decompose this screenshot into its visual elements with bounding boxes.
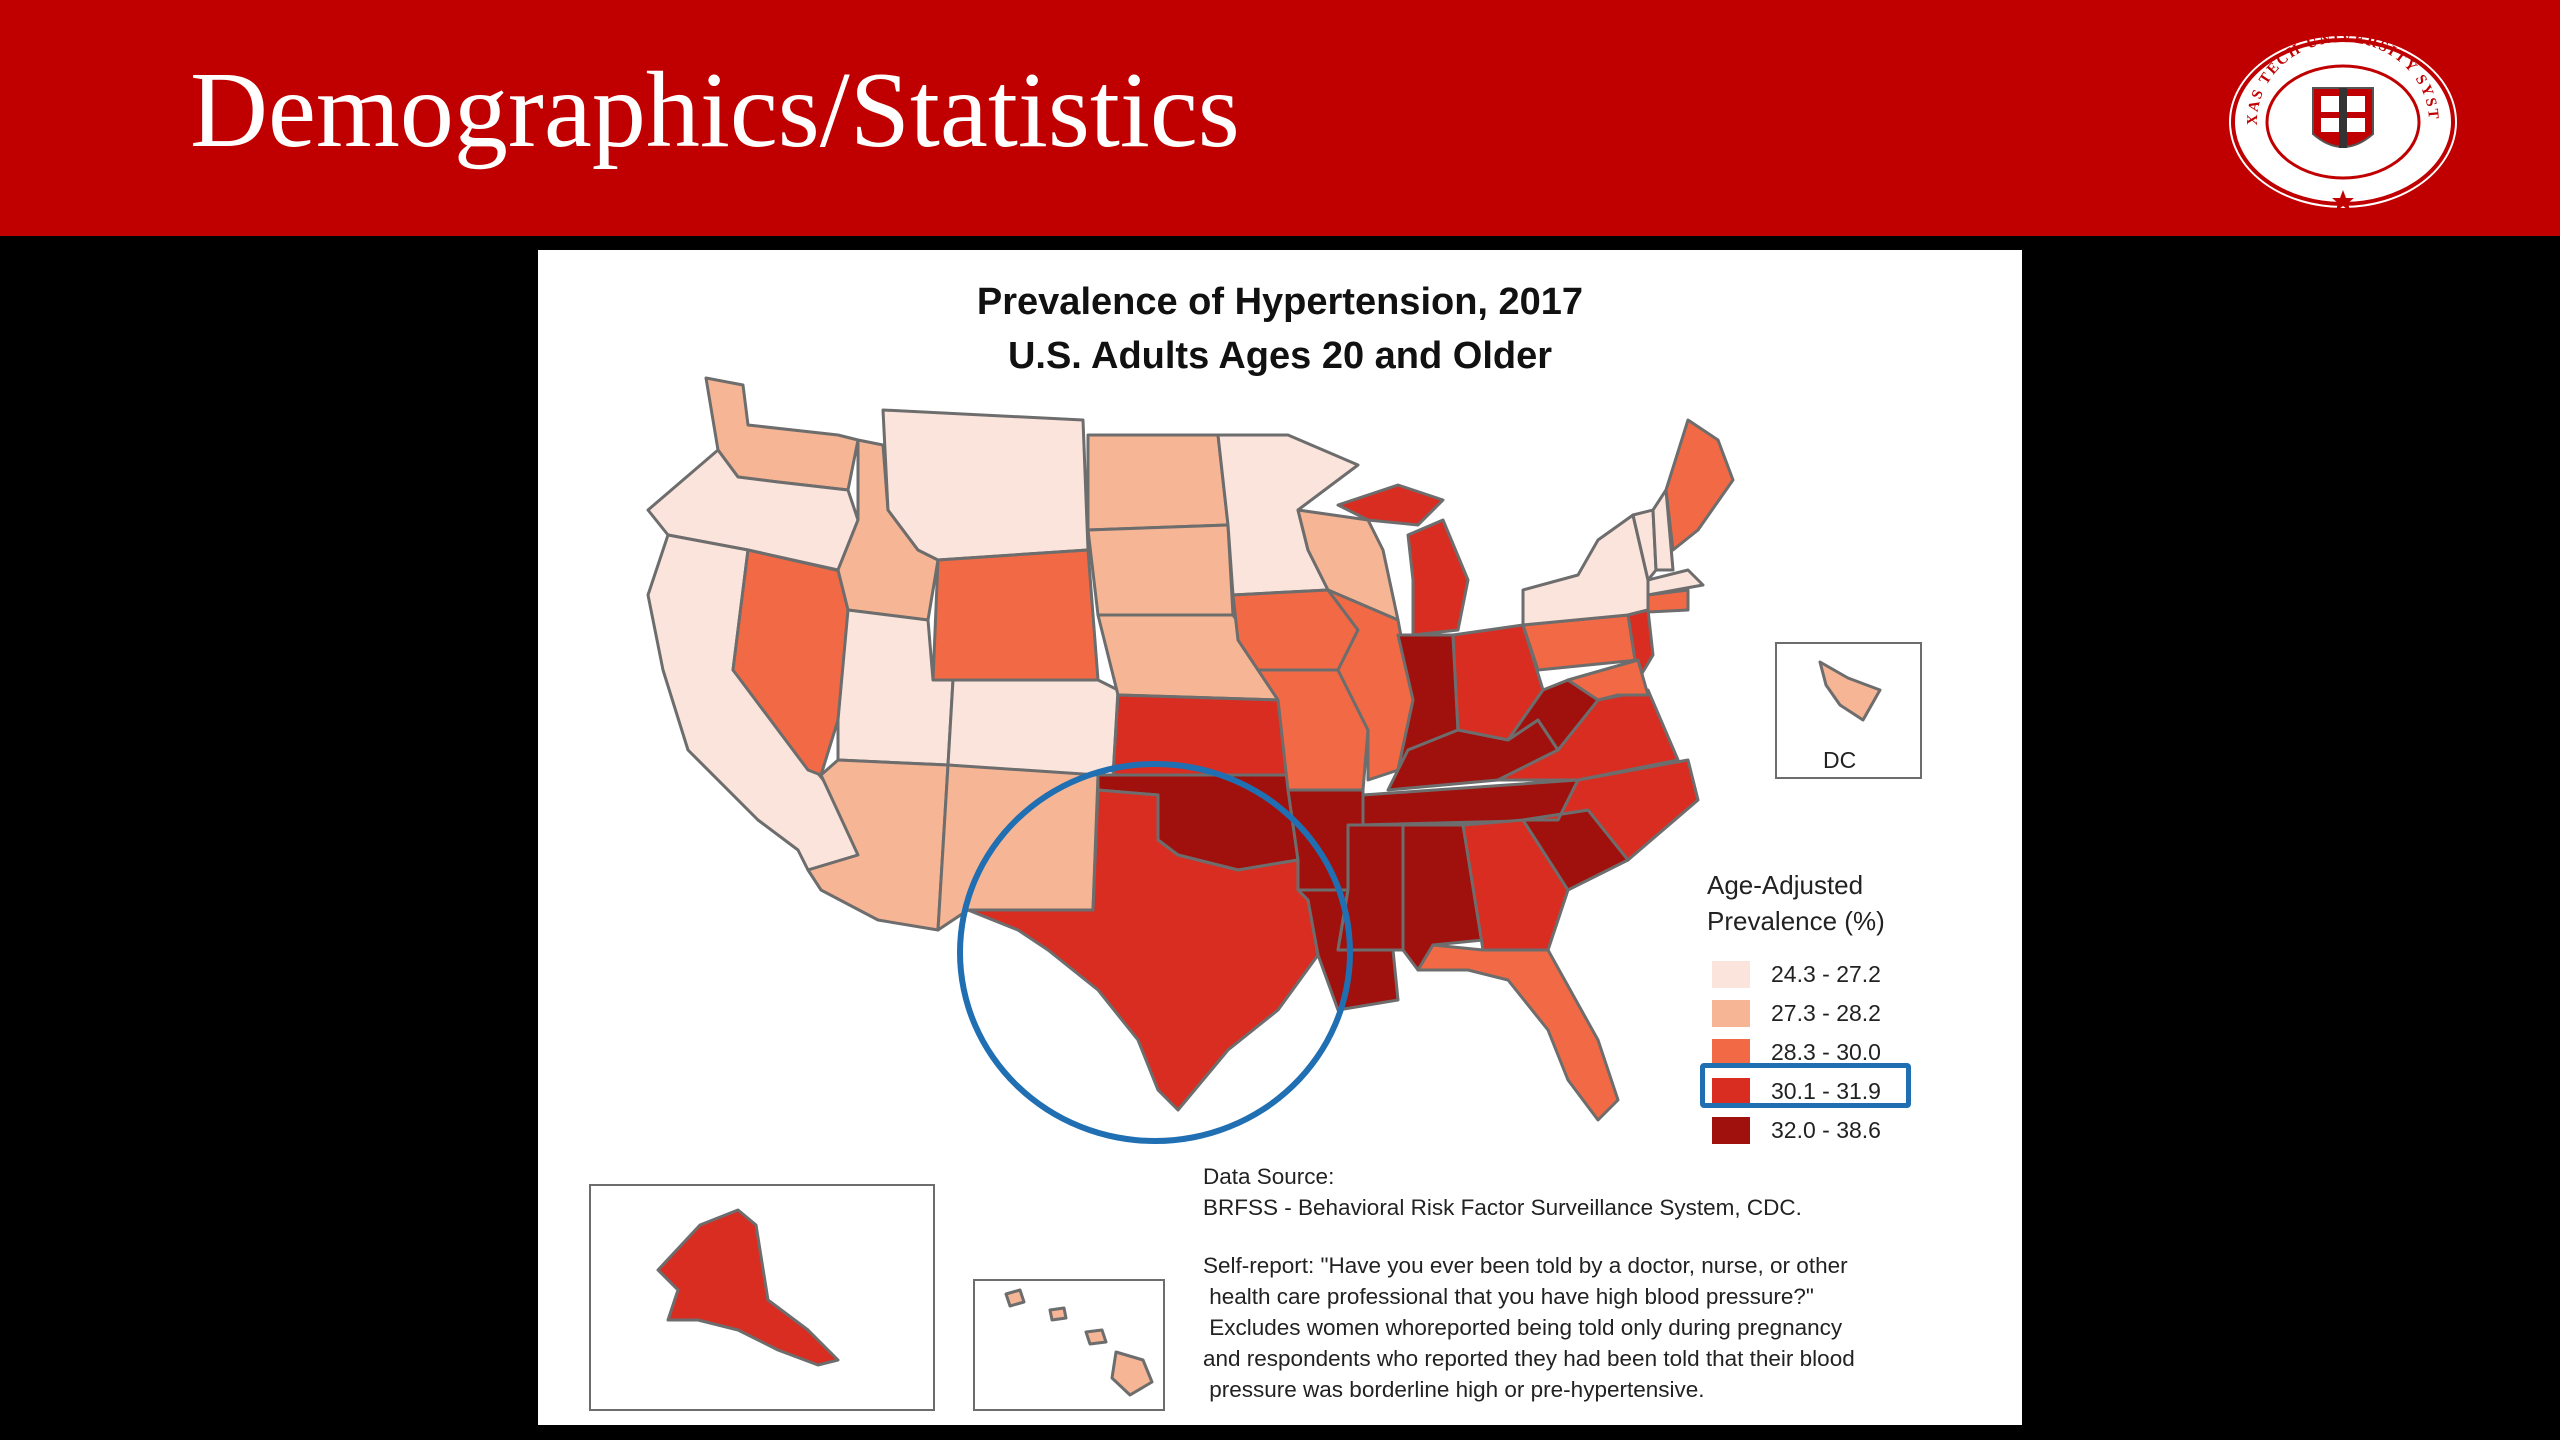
state-mississippi bbox=[1336, 823, 1405, 952]
legend-item: 27.3 - 28.2 bbox=[1712, 1000, 1942, 1029]
state-new-jersey bbox=[1626, 608, 1655, 682]
legend-swatch bbox=[1712, 1117, 1750, 1144]
state-maine bbox=[1664, 418, 1735, 552]
legend-label: 32.0 - 38.6 bbox=[1771, 1117, 1881, 1143]
state-alaska bbox=[656, 1208, 840, 1367]
legend-highlight-box bbox=[1700, 1063, 1911, 1108]
legend-item: 32.0 - 38.6 bbox=[1712, 1117, 1942, 1146]
state-dc bbox=[1818, 660, 1882, 722]
state-hawaii-big-island bbox=[1110, 1350, 1154, 1397]
university-seal-logo: TEXAS TECH UNIVERSITY SYSTEM bbox=[2225, 30, 2457, 210]
state-florida bbox=[1416, 943, 1620, 1122]
state-michigan-upper bbox=[1336, 483, 1445, 527]
legend-swatch bbox=[1712, 1078, 1750, 1105]
legend-swatch bbox=[1712, 1039, 1750, 1066]
state-wyoming bbox=[931, 548, 1100, 682]
slide-title: Demographics/Statistics bbox=[190, 51, 1240, 170]
map-subtitle: U.S. Adults Ages 20 and Older bbox=[1007, 335, 1553, 377]
legend-label: 30.1 - 31.9 bbox=[1771, 1078, 1881, 1104]
map-title: Prevalence of Hypertension, 2017 bbox=[976, 281, 1584, 323]
state-massachusetts bbox=[1646, 568, 1705, 597]
legend-item: 30.1 - 31.9 bbox=[1712, 1078, 1942, 1107]
legend-label: 27.3 - 28.2 bbox=[1771, 1000, 1881, 1026]
state-new-york bbox=[1521, 513, 1650, 627]
state-maryland-delaware bbox=[1566, 658, 1650, 702]
state-south-dakota bbox=[1086, 523, 1235, 617]
texas-highlight-circle bbox=[957, 761, 1353, 1144]
state-connecticut-ri bbox=[1646, 588, 1690, 614]
state-colorado bbox=[946, 678, 1120, 782]
us-choropleth-map bbox=[589, 376, 1922, 1411]
legend-label: 28.3 - 30.0 bbox=[1771, 1039, 1881, 1065]
state-montana bbox=[881, 408, 1090, 562]
data-source-note: Data Source: BRFSS - Behavioral Risk Fac… bbox=[1203, 1164, 1802, 1220]
state-michigan-lower bbox=[1406, 518, 1470, 637]
state-north-dakota bbox=[1086, 433, 1230, 532]
legend-item: 28.3 - 30.0 bbox=[1712, 1039, 1942, 1068]
state-georgia bbox=[1461, 818, 1570, 952]
header-bar: Demographics/Statistics TEXAS TECH UNIVE… bbox=[0, 0, 2560, 236]
dc-label: DC bbox=[1823, 747, 1857, 773]
legend-title: Age-Adjusted Prevalence (%) bbox=[1707, 870, 1885, 936]
self-report-note: Self-report: "Have you ever been told by… bbox=[1203, 1253, 1855, 1402]
legend-label: 24.3 - 27.2 bbox=[1771, 961, 1881, 987]
hypertension-map-panel: Prevalence of Hypertension, 2017 U.S. Ad… bbox=[538, 250, 2022, 1425]
legend-swatch bbox=[1712, 1000, 1750, 1027]
legend-swatch bbox=[1712, 961, 1750, 988]
legend-item: 24.3 - 27.2 bbox=[1712, 961, 1942, 990]
state-hawaii-oahu bbox=[1048, 1306, 1068, 1322]
state-hawaii-maui bbox=[1084, 1328, 1108, 1346]
state-hawaii-kauai bbox=[1004, 1288, 1026, 1308]
state-new-hampshire bbox=[1651, 488, 1675, 572]
